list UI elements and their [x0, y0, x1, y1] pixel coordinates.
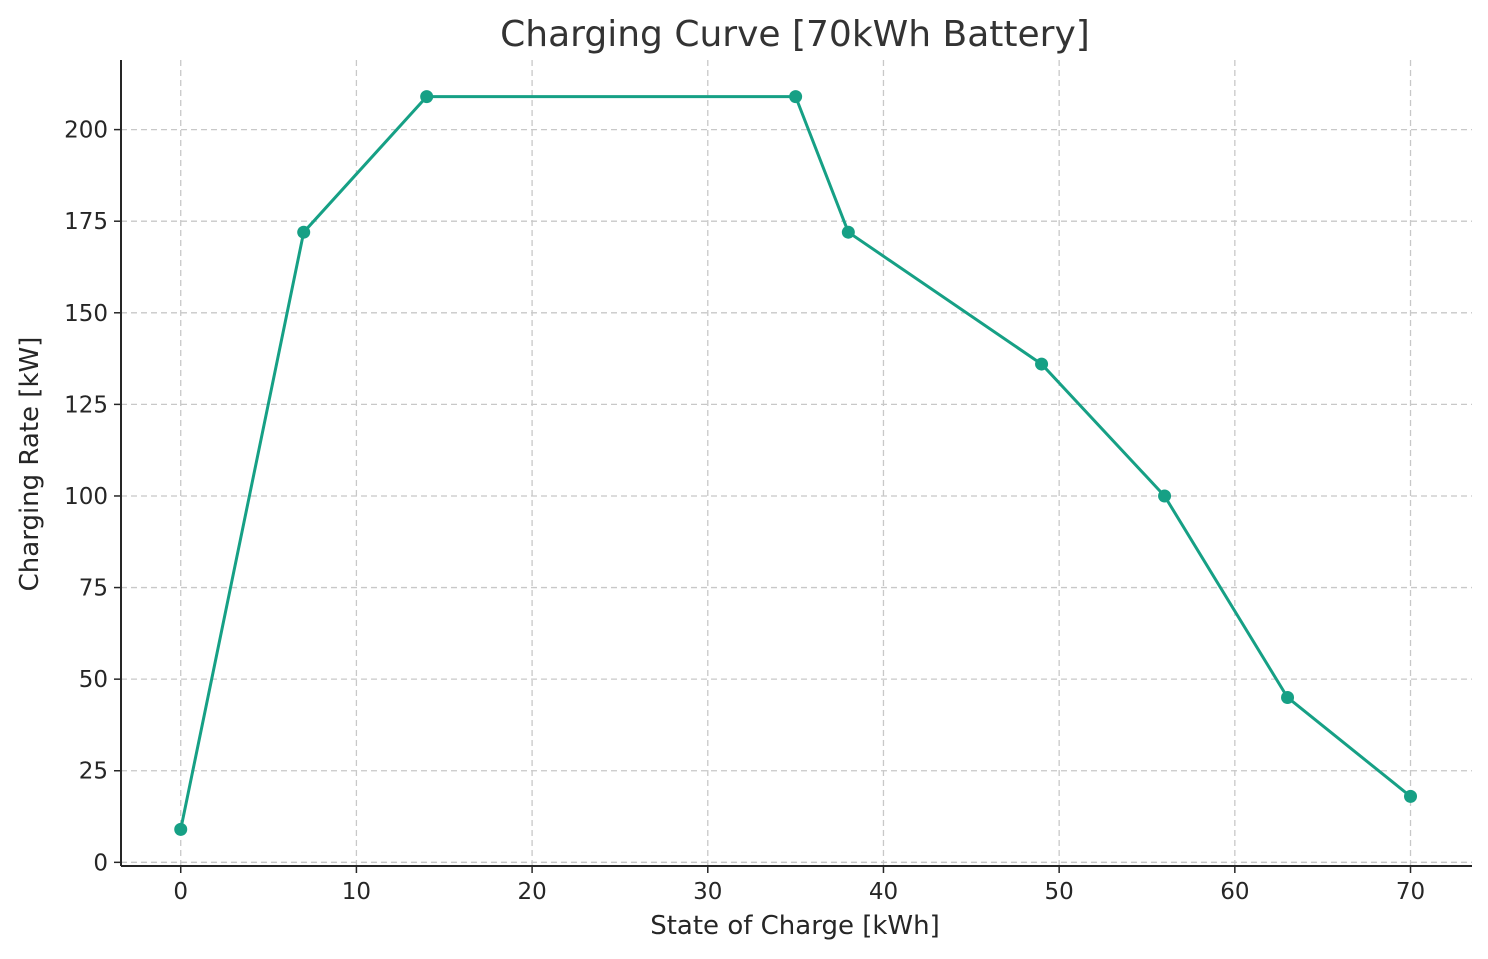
data-point — [789, 90, 803, 104]
data-point — [1035, 357, 1049, 371]
x-tick-label: 60 — [1220, 879, 1249, 905]
data-point — [1281, 690, 1295, 704]
x-tick-label: 10 — [342, 879, 371, 905]
y-tick-label: 25 — [79, 759, 108, 785]
axes — [120, 60, 1472, 867]
y-tick-label: 0 — [93, 850, 108, 876]
y-tick-label: 100 — [64, 484, 108, 510]
data-point — [1158, 489, 1172, 503]
data-point — [174, 822, 188, 836]
data-point — [841, 225, 855, 239]
x-tick-label: 20 — [517, 879, 546, 905]
x-tick-label: 40 — [869, 879, 898, 905]
data-point — [420, 90, 434, 104]
series — [174, 90, 1418, 836]
y-tick-label: 150 — [64, 301, 108, 327]
y-tick-label: 175 — [64, 209, 108, 235]
y-tick-label: 125 — [64, 392, 108, 418]
y-tick-label: 75 — [79, 576, 108, 602]
y-tick-label: 50 — [79, 667, 108, 693]
x-tick-label: 70 — [1396, 879, 1425, 905]
series-line — [179, 95, 1412, 830]
x-axis-label: State of Charge [kWh] — [650, 911, 940, 941]
ticks: 0 10 20 30 40 50 60 70 0 25 50 75 100 125 150 175 200 — [64, 118, 1425, 905]
y-axis-label: Charging Rate [kW] — [15, 337, 45, 592]
x-tick-label: 30 — [693, 879, 722, 905]
data-point — [297, 225, 311, 239]
data-point — [1404, 789, 1418, 803]
y-tick-label: 200 — [64, 118, 108, 144]
x-tick-label: 50 — [1045, 879, 1074, 905]
x-tick-label: 0 — [173, 879, 188, 905]
gridlines — [121, 60, 1472, 866]
chart-title: Charging Curve [70kWh Battery] — [500, 14, 1090, 55]
